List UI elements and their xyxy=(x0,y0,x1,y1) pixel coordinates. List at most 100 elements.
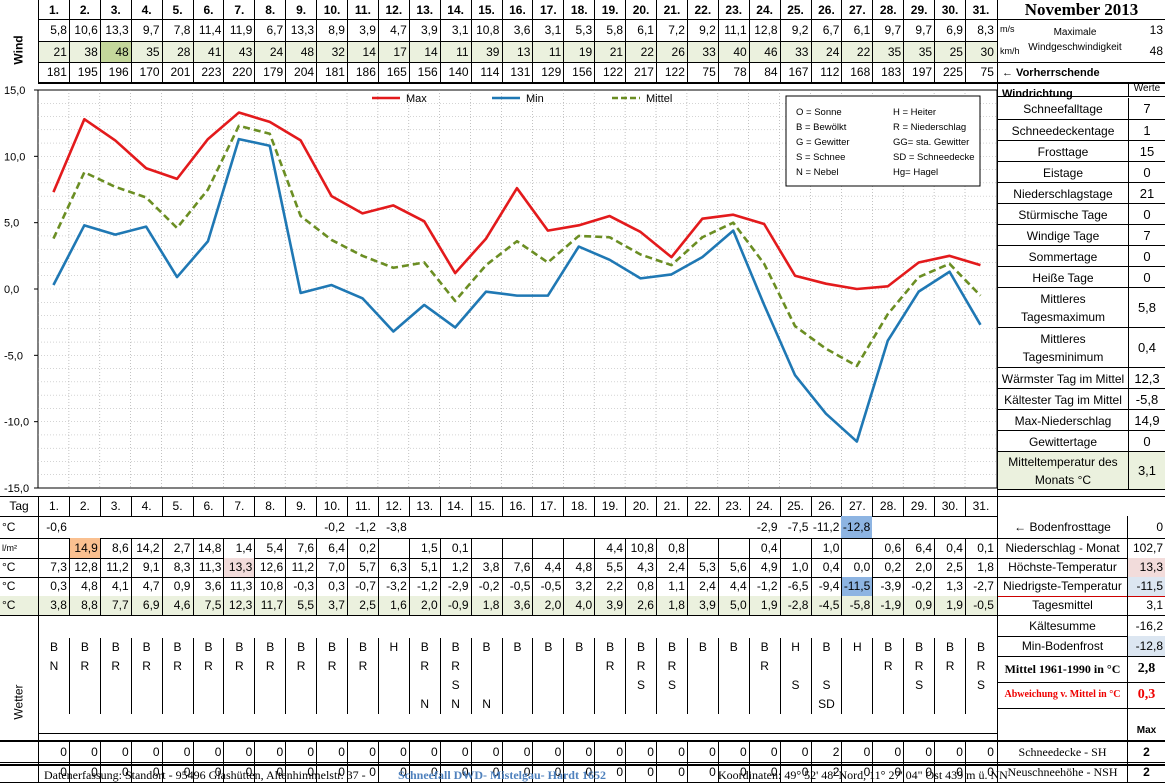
legend-label: Max xyxy=(406,93,427,105)
stat-label: Wärmster Tag im Mittel xyxy=(1001,371,1125,386)
weather-code: B xyxy=(563,638,594,657)
row-value: 14,9 xyxy=(68,538,100,558)
header-day: 23. xyxy=(717,0,749,20)
stat-row: Windige Tage 7 xyxy=(998,225,1165,246)
row-value: 13,3 xyxy=(223,558,255,577)
weather-code: N xyxy=(408,695,440,714)
schneedecke-value: 0 xyxy=(779,742,811,762)
tag-day: 1. xyxy=(38,496,69,516)
table-rule xyxy=(0,762,1165,763)
tag-day: 23. xyxy=(717,496,749,516)
weather-code xyxy=(779,695,811,714)
row-value: 8,6 xyxy=(99,538,131,558)
wind-ms-cell: 10,8 xyxy=(470,20,502,41)
row-value: 0,8 xyxy=(656,538,687,558)
weather-code: R xyxy=(594,657,625,676)
neuschnee-value: 0 xyxy=(748,762,780,782)
row-value xyxy=(965,516,996,538)
row-label: Höchste-Temperatur xyxy=(997,558,1127,577)
weather-code xyxy=(254,676,285,695)
row-value: 11,2 xyxy=(285,558,316,577)
weather-code: B xyxy=(192,638,224,657)
stat-value: 5,8 xyxy=(1128,288,1165,328)
weather-code: H xyxy=(779,638,811,657)
row-value: 1,8 xyxy=(656,596,687,615)
tag-day: 10. xyxy=(316,496,347,516)
stat-row: Schneedeckentage 1 xyxy=(998,120,1165,141)
weather-code xyxy=(501,695,533,714)
header-day: 18. xyxy=(563,0,594,20)
row-value xyxy=(501,538,533,558)
header-day: 2. xyxy=(68,0,100,20)
wind-dir-cell: 122 xyxy=(594,63,625,82)
row-value: -0,9 xyxy=(439,596,471,615)
row-value xyxy=(131,516,162,538)
wind-ms-cell: 7,8 xyxy=(161,20,193,41)
row-value: -1,2 xyxy=(748,577,780,596)
row-value: 0,4 xyxy=(748,538,780,558)
wind-ms-row: 5,8 10,6 13,3 9,7 7,8 11,4 11,9 6,7 13,3 8,9 3,9 4,… xyxy=(38,20,997,41)
row-total: 13,3 xyxy=(1127,558,1165,577)
row-value: 0,4 xyxy=(810,558,842,577)
stat-label: Mittleres Tagesmaximum xyxy=(1020,292,1106,324)
footer-link[interactable]: Schneefall DWD- Mistelgau- Hardt 1652 xyxy=(398,768,606,782)
header-day: 15. xyxy=(470,0,502,20)
weather-code xyxy=(130,695,162,714)
wind-ms-cell: 6,1 xyxy=(841,20,872,41)
weather-code xyxy=(377,676,409,695)
wind-ms-cell: 9,7 xyxy=(872,20,903,41)
y-tick-label: 10,0 xyxy=(4,151,25,163)
schneedecke-value: 0 xyxy=(192,742,224,762)
row-value: 12,3 xyxy=(223,596,254,615)
row-value: 11,2 xyxy=(99,558,131,577)
row-value: -0,3 xyxy=(285,577,316,596)
unit-ms: m/s xyxy=(1000,24,1015,34)
weather-code xyxy=(377,657,409,676)
wind-dir-cell: 183 xyxy=(872,63,903,82)
weather-code xyxy=(501,657,533,676)
row-value xyxy=(69,516,100,538)
stat-value: 7 xyxy=(1128,225,1165,246)
tag-day: 5. xyxy=(161,496,193,516)
header-day: 29. xyxy=(903,0,934,20)
weather-code: B xyxy=(872,638,903,657)
tag-day: 19. xyxy=(594,496,625,516)
neuschnee-value: 0 xyxy=(594,762,625,782)
weather-code xyxy=(254,695,285,714)
stat-value: 15 xyxy=(1128,141,1165,162)
row-value xyxy=(779,538,811,558)
row-value xyxy=(223,516,254,538)
tag-day: 15. xyxy=(470,496,502,516)
stat-row: Mittleres Tagesmaximum 5,8 xyxy=(998,288,1165,328)
wind-dir-cell: 201 xyxy=(161,63,193,82)
row-value xyxy=(409,516,440,538)
weather-code: B xyxy=(408,638,440,657)
row-value xyxy=(625,516,656,538)
header-day: 25. xyxy=(779,0,811,20)
weather-code xyxy=(717,695,749,714)
row-value: 11,3 xyxy=(223,577,254,596)
row-value: 0,0 xyxy=(841,558,872,577)
stat-label: Stürmische Tage xyxy=(1018,207,1108,222)
header-day: 13. xyxy=(408,0,440,20)
header-day: 3. xyxy=(99,0,131,20)
wind-ms-cell: 11,1 xyxy=(717,20,749,41)
row-value: 2,2 xyxy=(594,577,625,596)
stat-label: Niederschlagstage xyxy=(1013,186,1113,201)
row-value: 1,8 xyxy=(470,596,502,615)
wind-kmh-cell: 21 xyxy=(38,42,69,62)
tag-label: Tag xyxy=(9,499,29,513)
table-rule xyxy=(1127,516,1128,766)
neuschnee-label: Neuschneehöhe - NSH xyxy=(997,762,1127,782)
row-value: 4,4 xyxy=(717,577,749,596)
weather-code: S xyxy=(439,676,471,695)
row-value xyxy=(470,538,502,558)
weather-code: H xyxy=(841,638,872,657)
row-value: 7,0 xyxy=(316,558,347,577)
stat-row: Gewittertage 0 xyxy=(998,431,1165,452)
row-value: -1,2 xyxy=(355,520,376,534)
wind-ms-cell: 12,8 xyxy=(748,20,780,41)
weather-code xyxy=(748,695,780,714)
row-value: -0,5 xyxy=(532,577,563,596)
weather-code xyxy=(872,695,903,714)
